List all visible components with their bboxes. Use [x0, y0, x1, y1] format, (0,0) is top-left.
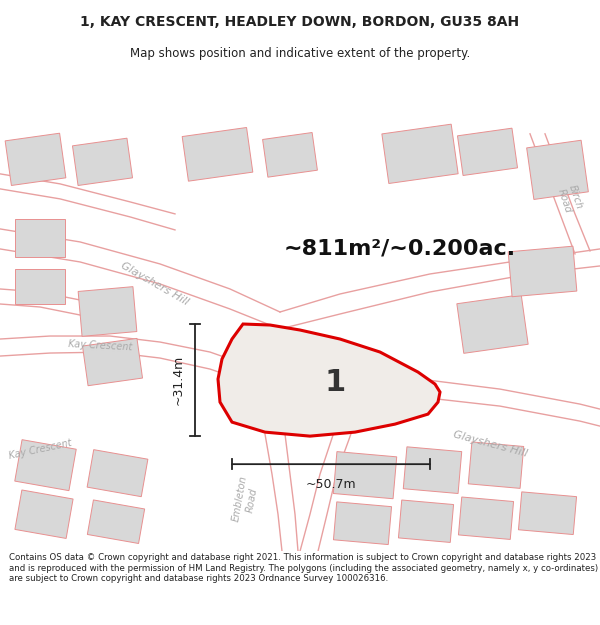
Polygon shape	[15, 219, 65, 257]
Polygon shape	[457, 295, 528, 353]
Polygon shape	[15, 490, 73, 539]
Polygon shape	[182, 127, 253, 181]
Polygon shape	[0, 336, 280, 396]
Polygon shape	[218, 324, 440, 436]
Polygon shape	[468, 442, 524, 488]
Polygon shape	[280, 249, 600, 329]
Polygon shape	[334, 502, 392, 544]
Polygon shape	[73, 138, 133, 186]
Polygon shape	[15, 439, 76, 491]
Polygon shape	[78, 287, 137, 336]
Polygon shape	[0, 289, 130, 330]
Polygon shape	[333, 452, 397, 499]
Text: Contains OS data © Crown copyright and database right 2021. This information is : Contains OS data © Crown copyright and d…	[9, 554, 598, 583]
Text: Kay Crescent: Kay Crescent	[68, 339, 132, 352]
Polygon shape	[87, 449, 148, 497]
Polygon shape	[263, 132, 317, 177]
Polygon shape	[5, 133, 66, 186]
Text: 1, KAY CRESCENT, HEADLEY DOWN, BORDON, GU35 8AH: 1, KAY CRESCENT, HEADLEY DOWN, BORDON, G…	[80, 15, 520, 29]
Text: Glayshers Hill: Glayshers Hill	[119, 261, 191, 308]
Polygon shape	[0, 174, 175, 230]
Text: Birch
Road: Birch Road	[556, 184, 584, 214]
Text: ~31.4m: ~31.4m	[172, 355, 185, 405]
Polygon shape	[527, 140, 589, 199]
Text: 1: 1	[325, 368, 346, 397]
Polygon shape	[398, 500, 454, 542]
Polygon shape	[530, 134, 590, 254]
Polygon shape	[0, 229, 280, 329]
Text: Map shows position and indicative extent of the property.: Map shows position and indicative extent…	[130, 47, 470, 59]
Text: ~811m²/~0.200ac.: ~811m²/~0.200ac.	[284, 239, 516, 259]
Polygon shape	[518, 492, 577, 534]
Text: Glayshers Hill: Glayshers Hill	[452, 429, 528, 459]
Polygon shape	[15, 269, 65, 304]
Polygon shape	[350, 374, 600, 426]
Text: ~50.7m: ~50.7m	[305, 478, 356, 491]
Polygon shape	[458, 497, 514, 539]
Polygon shape	[88, 500, 145, 544]
Polygon shape	[403, 447, 462, 494]
Polygon shape	[382, 124, 458, 184]
Polygon shape	[265, 434, 298, 551]
Text: Kay Crescent: Kay Crescent	[8, 438, 73, 461]
Text: Embleton
Road: Embleton Road	[232, 474, 260, 524]
Polygon shape	[82, 338, 143, 386]
Polygon shape	[300, 392, 368, 551]
Polygon shape	[457, 128, 518, 176]
Polygon shape	[508, 246, 577, 297]
